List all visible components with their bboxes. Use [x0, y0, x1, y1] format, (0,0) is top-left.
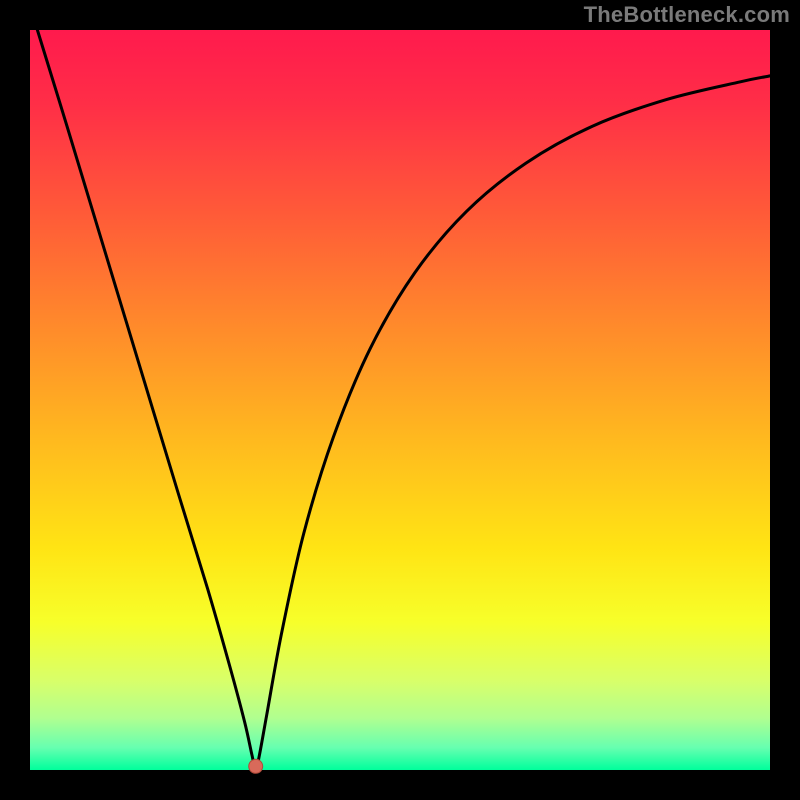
bottleneck-chart: [0, 0, 800, 800]
vertex-marker: [249, 759, 263, 773]
chart-container: TheBottleneck.com: [0, 0, 800, 800]
watermark-text: TheBottleneck.com: [584, 2, 790, 28]
plot-background: [30, 30, 770, 770]
